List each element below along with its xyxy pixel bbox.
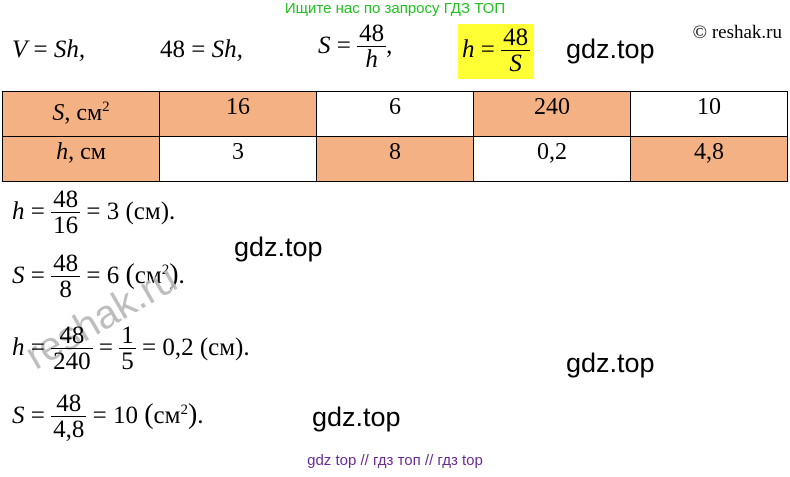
values-table: S, см2 16 6 240 10 h, см 3 8 0,2 4,8 — [2, 91, 788, 182]
table-cell: 10 — [630, 91, 788, 137]
watermark-gdz-3: gdz.top — [566, 348, 655, 378]
watermark-gdz-1: gdz.top — [566, 34, 655, 64]
formula-v: V = Sh, — [12, 36, 86, 63]
table-cell: 3 — [159, 136, 317, 182]
table-row-h: h, см 3 8 0,2 4,8 — [2, 136, 788, 182]
table-cell: 0,2 — [473, 136, 631, 182]
solution-2: S = 48 8 = 6 (см2). — [12, 250, 185, 303]
watermark-gdz-2: gdz.top — [234, 232, 323, 262]
top-search-link[interactable]: Ищите нас по запросу ГДЗ ТОП — [284, 0, 506, 17]
formula-h-highlighted: h = 48 S — [458, 24, 535, 79]
copyright-text: © reshak.ru — [692, 22, 782, 43]
table-row-s: S, см2 16 6 240 10 — [2, 91, 788, 137]
solution-4: S = 48 4,8 = 10 (см2). — [12, 390, 204, 443]
solution-1: h = 48 16 = 3 (см). — [12, 186, 176, 239]
table-header-h: h, см — [2, 136, 160, 182]
table-cell: 16 — [159, 91, 317, 137]
table-cell: 6 — [316, 91, 474, 137]
footer-links[interactable]: gdz top // гдз топ // гдз top — [307, 452, 483, 469]
watermark-gdz-4: gdz.top — [312, 402, 401, 432]
table-header-s: S, см2 — [2, 91, 160, 137]
table-cell: 240 — [473, 91, 631, 137]
table-cell: 4,8 — [630, 136, 788, 182]
formula-s: S = 48 h, — [318, 20, 393, 73]
formula-48: 48 = Sh, — [160, 36, 243, 63]
table-cell: 8 — [316, 136, 474, 182]
